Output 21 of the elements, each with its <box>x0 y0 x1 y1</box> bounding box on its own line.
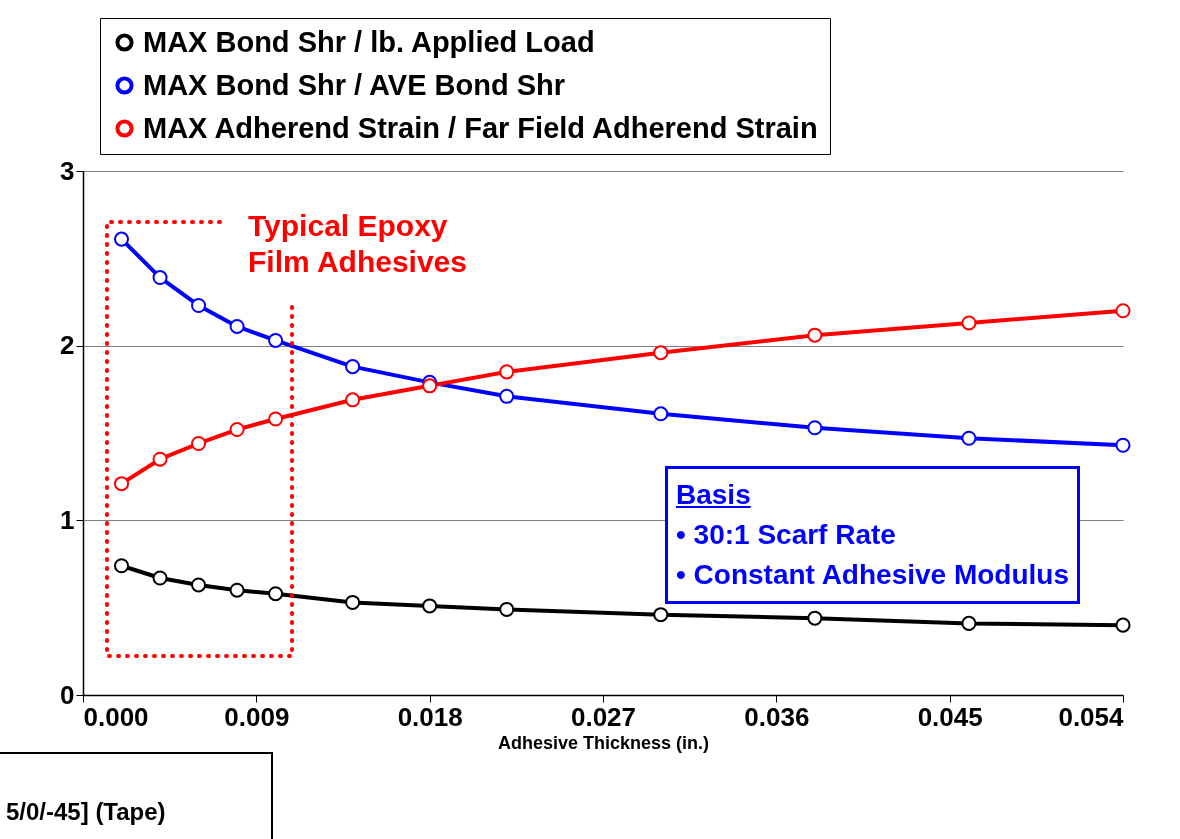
x-tick-label: 0.018 <box>397 701 463 732</box>
x-tick-label: 0.045 <box>917 701 983 732</box>
x-tick-label: 0.009 <box>224 701 290 732</box>
y-tick-label: 3 <box>60 155 75 186</box>
y-tick-label: 0 <box>60 679 75 710</box>
x-tick-label: 0.027 <box>570 701 637 732</box>
x-tick-label: 0.054 <box>1058 701 1125 732</box>
note-box: Basis • 30:1 Scarf Rate • Constant Adhesive Modulus <box>665 466 1080 604</box>
annotation: Basis <box>676 478 752 512</box>
annotation: • Constant Adhesive Modulus <box>676 558 1070 592</box>
x-tick-label: 0.036 <box>744 701 810 732</box>
note-box: 5/0/-45] (Tape) <box>0 752 273 839</box>
legend-label: MAX Bond Shr / AVE Bond Shr <box>143 68 566 101</box>
x-tick-label: 0.000 <box>83 701 149 732</box>
y-tick-label: 2 <box>60 330 75 361</box>
legend-label: MAX Adherend Strain / Far Field Adherend Strain <box>143 111 818 144</box>
legend-label: MAX Bond Shr / lb. Applied Load <box>143 25 595 58</box>
y-tick-label: 1 <box>60 504 75 535</box>
x-axis-title: Adhesive Thickness (in.) <box>497 732 710 753</box>
annotation: Typical Epoxy Film Adhesives <box>248 208 468 280</box>
annotation: • 30:1 Scarf Rate <box>676 518 897 552</box>
